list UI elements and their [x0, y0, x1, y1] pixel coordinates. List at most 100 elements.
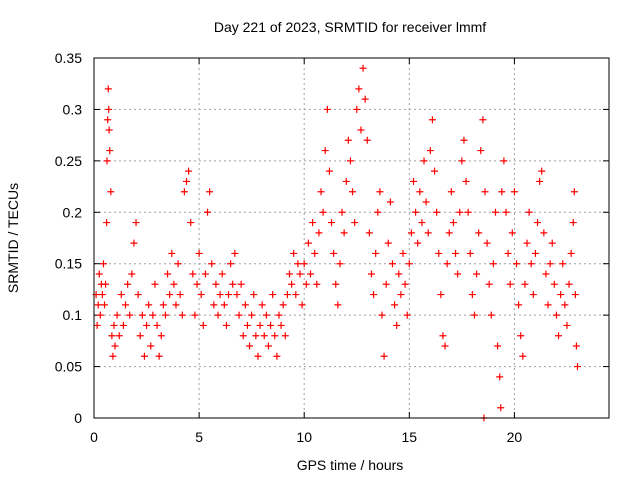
data-point: [191, 311, 199, 319]
data-point: [254, 352, 262, 360]
data-point: [563, 321, 571, 329]
data-point: [164, 270, 172, 278]
data-point: [372, 249, 380, 257]
data-point: [481, 188, 489, 196]
data-point: [382, 280, 390, 288]
data-point: [185, 167, 193, 175]
data-point: [552, 311, 560, 319]
data-point: [317, 188, 325, 196]
data-point: [187, 219, 195, 227]
data-point: [393, 321, 401, 329]
data-point: [529, 291, 537, 299]
data-point: [515, 301, 523, 309]
data-point: [227, 260, 235, 268]
data-point: [544, 301, 552, 309]
data-point: [386, 198, 394, 206]
data-point: [487, 311, 495, 319]
data-point: [517, 332, 525, 340]
data-point: [473, 270, 481, 278]
data-point: [182, 177, 190, 185]
data-point: [460, 136, 468, 144]
data-point: [452, 249, 460, 257]
data-point: [250, 291, 258, 299]
y-axis-label: SRMTID / TECUs: [5, 183, 21, 293]
data-point: [212, 280, 220, 288]
data-point: [102, 280, 110, 288]
data-point: [435, 249, 443, 257]
x-tick-label: 20: [507, 429, 523, 445]
data-point: [99, 260, 107, 268]
data-point: [98, 291, 106, 299]
data-point: [403, 311, 411, 319]
data-point: [346, 157, 354, 165]
data-point: [285, 270, 293, 278]
data-point: [296, 270, 304, 278]
data-point: [363, 136, 371, 144]
data-point: [374, 208, 382, 216]
data-point: [458, 157, 466, 165]
data-point: [130, 239, 138, 247]
data-point: [277, 321, 285, 329]
data-point: [439, 332, 447, 340]
data-point: [134, 291, 142, 299]
data-point: [143, 321, 151, 329]
data-point: [260, 332, 268, 340]
data-point: [491, 208, 499, 216]
data-point: [138, 311, 146, 319]
data-point: [542, 270, 550, 278]
data-point: [292, 291, 300, 299]
data-point: [95, 270, 103, 278]
data-point: [101, 301, 109, 309]
data-point: [178, 311, 186, 319]
data-point: [405, 260, 413, 268]
data-point: [243, 321, 251, 329]
data-point: [279, 301, 287, 309]
data-point: [388, 260, 396, 268]
data-point: [340, 229, 348, 237]
data-point: [108, 332, 116, 340]
data-point: [122, 301, 130, 309]
data-point: [508, 229, 516, 237]
data-point: [248, 311, 256, 319]
data-point: [336, 260, 344, 268]
data-point: [521, 280, 529, 288]
data-point: [157, 332, 165, 340]
data-point: [464, 208, 472, 216]
data-point: [126, 311, 134, 319]
data-point: [500, 157, 508, 165]
data-point: [367, 270, 375, 278]
data-point: [94, 301, 102, 309]
data-point: [380, 352, 388, 360]
data-point: [557, 291, 565, 299]
data-point: [573, 363, 581, 371]
chart-title: Day 221 of 2023, SRMTID for receiver lmm…: [214, 19, 486, 35]
data-point: [391, 301, 399, 309]
data-point: [567, 249, 575, 257]
data-point: [222, 321, 230, 329]
data-point: [365, 229, 373, 237]
data-point: [237, 280, 245, 288]
data-point: [468, 291, 476, 299]
data-point: [359, 64, 367, 72]
data-point: [145, 301, 153, 309]
data-point: [344, 136, 352, 144]
data-point: [124, 280, 132, 288]
y-tick-label: 0.2: [63, 204, 83, 220]
data-point: [525, 208, 533, 216]
data-point: [397, 291, 405, 299]
data-point: [288, 280, 296, 288]
data-point: [109, 352, 117, 360]
x-tick-label: 10: [296, 429, 312, 445]
data-point: [140, 352, 148, 360]
data-point: [113, 311, 121, 319]
data-point: [216, 291, 224, 299]
data-point: [475, 229, 483, 237]
data-point: [103, 157, 111, 165]
data-point: [447, 188, 455, 196]
data-point: [428, 116, 436, 124]
data-point: [485, 280, 493, 288]
data-point: [235, 311, 243, 319]
data-point: [262, 311, 270, 319]
data-point: [206, 188, 214, 196]
data-point: [201, 270, 209, 278]
